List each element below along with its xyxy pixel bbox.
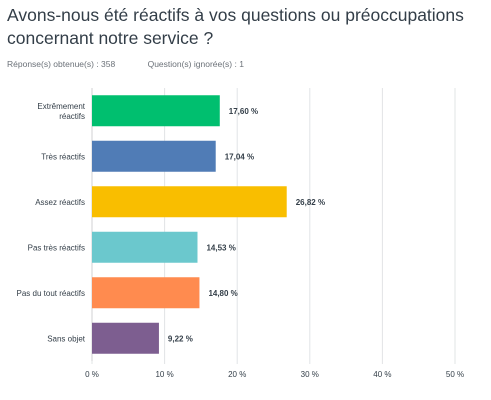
question-title: Avons-nous été réactifs à vos questions … — [7, 5, 464, 48]
category-label: Pas du tout réactifs — [17, 289, 85, 298]
category-label: Assez réactifs — [35, 198, 85, 207]
x-tick-label: 40 % — [373, 370, 391, 379]
x-tick-label: 20 % — [228, 370, 246, 379]
bar — [92, 277, 200, 309]
data-label: 14,80 % — [208, 289, 237, 298]
category-label: Extrêmement — [37, 102, 85, 111]
bar — [92, 95, 220, 127]
chart-x-axis: 0 % 10 % 20 % 30 % 40 % 50 % — [85, 370, 464, 379]
x-tick-label: 0 % — [85, 370, 99, 379]
answered-count: Réponse(s) obtenue(s) : 358 — [7, 59, 116, 69]
bar — [92, 140, 216, 172]
data-label: 17,04 % — [225, 152, 254, 161]
chart-bars — [92, 95, 287, 354]
skipped-count: Question(s) ignorée(s) : 1 — [147, 59, 244, 69]
x-tick-label: 10 % — [155, 370, 173, 379]
bar — [92, 322, 159, 354]
data-label: 26,82 % — [296, 198, 325, 207]
category-label: Sans objet — [47, 334, 86, 343]
bar — [92, 231, 198, 263]
category-label: Pas très réactifs — [28, 243, 85, 252]
data-label: 9,22 % — [168, 334, 193, 343]
chart-grid — [91, 88, 456, 364]
category-label: Très réactifs — [41, 152, 85, 161]
category-label: réactifs — [59, 112, 85, 121]
data-label: 14,53 % — [206, 243, 235, 252]
data-label: 17,60 % — [229, 107, 258, 116]
x-tick-label: 30 % — [301, 370, 319, 379]
x-tick-label: 50 % — [446, 370, 464, 379]
response-stats: Réponse(s) obtenue(s) : 358 Question(s) … — [7, 59, 244, 69]
bar — [92, 186, 287, 218]
